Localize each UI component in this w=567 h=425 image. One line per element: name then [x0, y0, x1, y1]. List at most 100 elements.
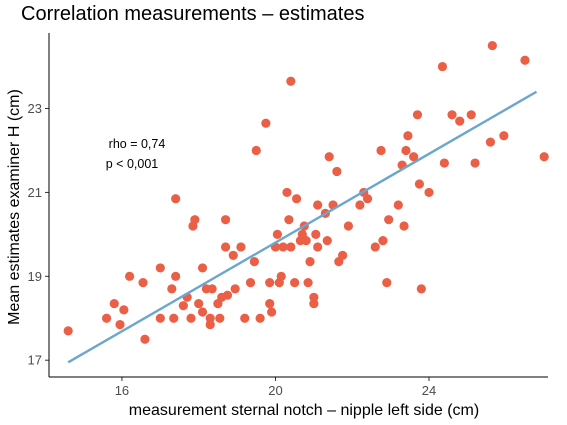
x-axis-ticks: 16 20 24 [115, 377, 436, 398]
data-point [276, 271, 286, 281]
data-point [539, 152, 549, 162]
data-point [378, 236, 388, 246]
y-tick-label: 17 [28, 353, 42, 368]
data-point [485, 137, 496, 147]
data-point [215, 313, 225, 323]
data-point [382, 278, 392, 288]
data-point [384, 215, 394, 225]
data-point [282, 187, 292, 198]
data-point [222, 290, 233, 300]
chart-title: Correlation measurements – estimates [21, 3, 365, 25]
data-point [291, 194, 302, 204]
data-point [376, 145, 386, 156]
data-point [186, 313, 196, 323]
data-point [278, 242, 288, 252]
data-point [447, 110, 457, 120]
data-point [267, 307, 277, 317]
data-point [63, 326, 73, 336]
data-point [230, 284, 240, 294]
y-axis-title: Mean estimates examiner H (cm) [6, 89, 23, 325]
data-point [119, 305, 129, 315]
x-tick-label: 24 [422, 383, 436, 398]
data-point [138, 278, 148, 288]
regression-line [67, 90, 538, 364]
data-point [286, 242, 296, 252]
data-point [414, 179, 425, 189]
x-tick-label: 20 [268, 383, 282, 398]
data-point [197, 307, 208, 317]
data-point [313, 200, 323, 210]
y-tick-label: 19 [28, 269, 42, 284]
data-point [265, 278, 275, 288]
data-point [499, 131, 509, 141]
data-point [455, 116, 465, 126]
data-point [470, 158, 480, 168]
data-point [272, 229, 282, 239]
data-point [286, 76, 296, 86]
data-point [171, 194, 181, 204]
data-point [190, 215, 200, 225]
data-point [439, 158, 449, 168]
y-tick-label: 21 [28, 185, 42, 200]
data-point [228, 250, 238, 260]
x-tick-label: 16 [115, 383, 129, 398]
data-point [309, 292, 319, 302]
data-point [265, 298, 275, 309]
data-point [311, 229, 321, 239]
data-point [416, 284, 426, 294]
annotation-p-value: p < 0,001 [106, 157, 159, 171]
data-point [140, 334, 150, 344]
data-point [101, 313, 112, 323]
data-point [437, 61, 448, 72]
data-point [301, 236, 311, 246]
data-point [466, 110, 476, 120]
data-point [115, 319, 125, 330]
data-point [220, 242, 231, 252]
data-point [207, 284, 217, 294]
data-point [305, 257, 315, 267]
data-point [205, 313, 215, 323]
data-point [169, 313, 179, 323]
data-point [401, 145, 411, 156]
data-point [155, 263, 165, 273]
data-point [194, 298, 204, 309]
data-point [197, 263, 208, 273]
data-point [167, 284, 177, 294]
data-point [412, 110, 423, 120]
data-point [338, 250, 348, 260]
data-point [424, 187, 434, 198]
data-point [155, 313, 165, 323]
data-point [255, 313, 265, 323]
data-point [236, 242, 246, 252]
y-axis-ticks: 17 19 21 23 [28, 101, 49, 368]
data-point [403, 131, 413, 141]
data-point [309, 298, 319, 309]
data-point [332, 166, 342, 177]
data-point [178, 301, 188, 311]
data-point [393, 200, 403, 210]
data-point [322, 236, 332, 246]
data-point [251, 145, 261, 156]
data-point [205, 319, 215, 330]
data-point [290, 278, 300, 288]
annotation-rho: rho = 0,74 [109, 137, 166, 151]
data-point [343, 221, 353, 231]
data-point [324, 152, 334, 162]
data-points [63, 40, 549, 344]
data-point [240, 313, 250, 323]
data-point [520, 55, 530, 65]
data-point [362, 194, 373, 204]
data-point [409, 152, 419, 162]
data-point [313, 242, 323, 252]
y-tick-label: 23 [28, 101, 42, 116]
data-point [220, 215, 231, 225]
x-axis-title: measurement sternal notch – nipple left … [129, 402, 479, 419]
data-point [284, 215, 294, 225]
data-point [245, 278, 256, 288]
data-point [370, 242, 380, 252]
data-point [171, 271, 181, 281]
data-point [261, 118, 271, 128]
data-point [399, 221, 409, 231]
data-point [249, 257, 259, 267]
